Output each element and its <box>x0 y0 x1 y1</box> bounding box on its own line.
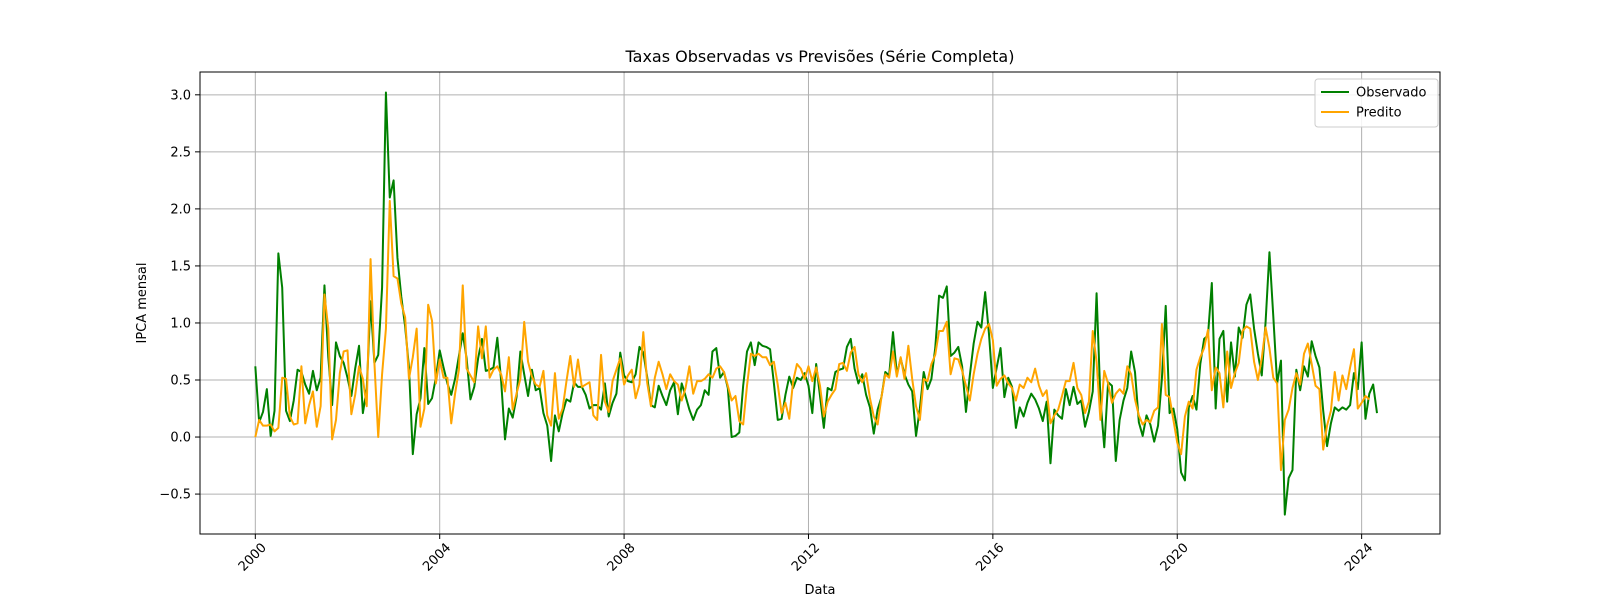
series-line-predito <box>254 199 1370 472</box>
legend-label: Observado <box>1356 86 1427 101</box>
y-tick-label: −0.5 <box>159 488 191 503</box>
y-tick-label: 2.5 <box>170 145 191 160</box>
series-lines <box>254 91 1378 516</box>
y-axis-label: IPCA mensal <box>135 262 150 343</box>
y-tick-label: 0.5 <box>170 374 191 389</box>
y-tick-label: 2.0 <box>170 202 191 217</box>
y-tick-label: 1.0 <box>170 316 191 331</box>
plot-frame <box>199 71 1441 535</box>
legend-label: Predito <box>1356 106 1402 121</box>
y-tick-label: 3.0 <box>170 88 191 103</box>
y-tick-label: 1.5 <box>170 259 191 274</box>
y-tick-label: 0.0 <box>170 431 191 446</box>
legend: Observado Predito <box>1314 78 1439 128</box>
x-axis-label: Data <box>804 583 835 598</box>
chart-title: Taxas Observadas vs Previsões (Série Com… <box>625 47 1015 66</box>
